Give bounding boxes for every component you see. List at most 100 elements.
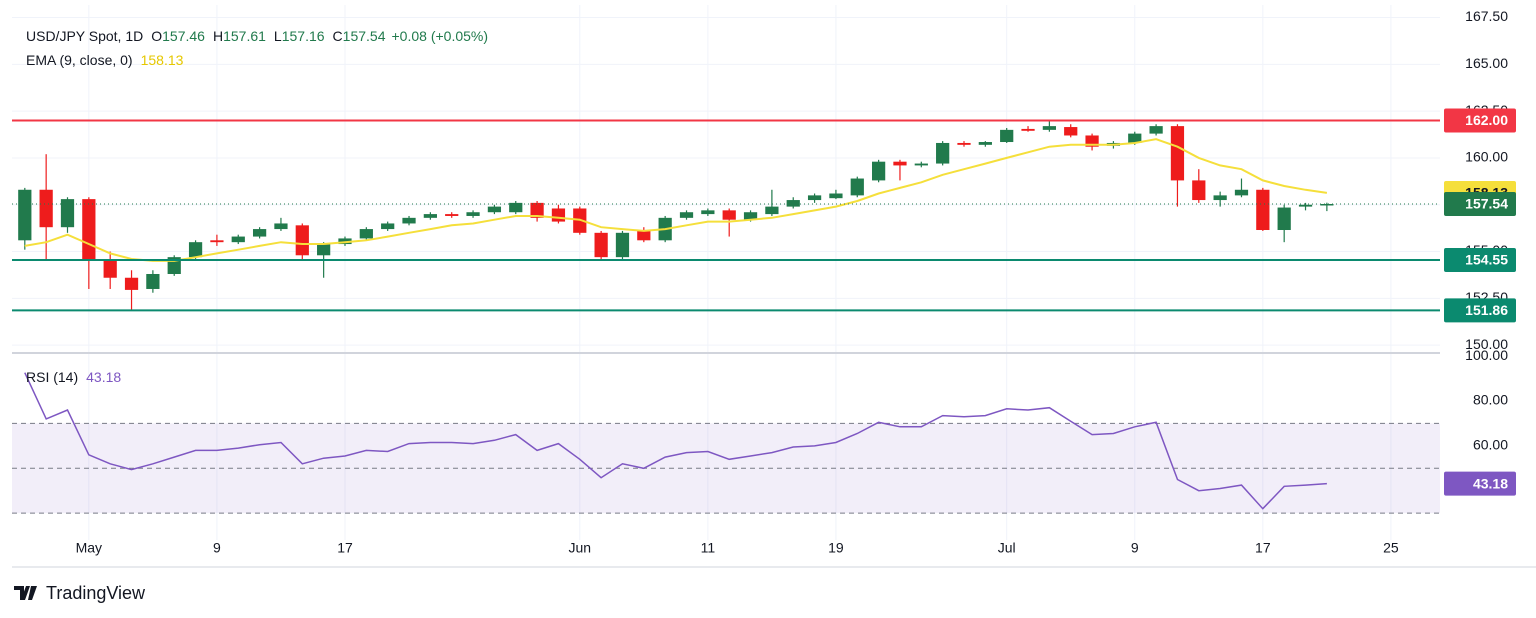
x-tick-label: 9	[213, 540, 221, 556]
candle-body	[124, 277, 139, 290]
ema-line	[24, 138, 1328, 262]
candle-body	[1234, 189, 1249, 196]
candle-body	[210, 240, 224, 243]
candle-body	[637, 230, 651, 241]
candle-body	[1298, 204, 1313, 207]
x-tick-label: May	[76, 540, 102, 556]
candle-body	[872, 161, 886, 181]
price-tag	[1444, 298, 1516, 323]
candle-body	[252, 229, 267, 237]
candle-body	[82, 199, 96, 260]
candle-body	[359, 229, 373, 239]
candle-body	[1277, 207, 1291, 231]
x-tick-label: 11	[701, 540, 716, 556]
candle-body	[231, 236, 245, 243]
y-tick-label: 165.00	[1465, 55, 1508, 71]
price-tag	[1444, 471, 1516, 496]
candle-body	[978, 142, 992, 145]
x-tick-label: 9	[1131, 540, 1139, 556]
candle-body	[1042, 126, 1056, 130]
brand: TradingView	[46, 583, 146, 603]
candle-body	[807, 195, 822, 201]
candle-body	[445, 214, 459, 216]
candle-body	[850, 178, 864, 196]
ui: May917Jun1119Jul91725150.00152.50155.001…	[26, 8, 1516, 556]
candle-body	[466, 212, 480, 216]
candle-body	[594, 232, 608, 258]
candle-body	[679, 212, 694, 218]
candle-body	[295, 225, 309, 256]
candle-body	[1128, 133, 1142, 143]
x-tick-label: 19	[828, 540, 844, 556]
rsi-value: 43.18	[86, 369, 121, 385]
price-tag-label: 151.86	[1465, 302, 1508, 318]
price-tag-label: 43.18	[1473, 475, 1508, 491]
candle-body	[18, 189, 32, 241]
candle-body	[701, 210, 715, 215]
candle-body	[1064, 127, 1078, 136]
candle-body	[722, 210, 736, 220]
x-tick-label: Jun	[568, 540, 591, 556]
y-tick-label: 100.00	[1465, 347, 1508, 363]
candle-body	[1000, 129, 1014, 143]
ohlc-value: 157.61	[223, 28, 266, 44]
candle-body	[551, 208, 566, 222]
candle-body	[317, 244, 331, 256]
candle-body	[893, 161, 907, 166]
candle-body	[1256, 189, 1270, 231]
price-tag-label: 157.54	[1465, 196, 1508, 212]
candle-body	[1021, 128, 1035, 131]
indicator-legend: EMA (9, close, 0) 158.13	[26, 52, 184, 68]
y-tick-label: 167.50	[1465, 8, 1508, 24]
candle-body	[743, 212, 758, 220]
plot	[12, 119, 1440, 510]
symbol: USD/JPY Spot, 1D	[26, 28, 143, 44]
grid	[12, 5, 1440, 540]
price-tag	[1444, 108, 1516, 133]
indicator-name: EMA (9, close, 0)	[26, 52, 133, 68]
candle-body	[103, 259, 117, 278]
rsi-line	[24, 372, 1327, 510]
candle-body	[1213, 195, 1227, 201]
candle-body	[60, 199, 75, 228]
ohlc-key: L	[274, 28, 282, 44]
x-tick-label: Jul	[998, 540, 1016, 556]
y-tick-label: 160.00	[1465, 149, 1508, 165]
price-tag-label: 154.55	[1465, 252, 1508, 268]
logo-icon	[14, 586, 37, 600]
symbol-legend: USD/JPY Spot, 1D O157.46 H157.61 L157.16 C15…	[26, 28, 488, 44]
candle-body	[1149, 126, 1163, 134]
candle-body	[381, 223, 395, 230]
ohlc-key: C	[333, 28, 343, 44]
ohlc-value: 157.54	[343, 28, 386, 44]
price-tag	[1444, 247, 1516, 272]
candle-body	[487, 206, 502, 213]
candle-body	[829, 193, 843, 199]
change: +0.08 (+0.05%)	[392, 28, 489, 44]
rsi-name: RSI (14)	[26, 369, 78, 385]
y-tick-label: 80.00	[1473, 392, 1508, 408]
y-tick-label: 60.00	[1473, 437, 1508, 453]
x-tick-label: 17	[1255, 540, 1271, 556]
indicator-value: 158.13	[141, 52, 184, 68]
candle-body	[188, 242, 203, 258]
candle-body	[936, 142, 950, 164]
candle-body	[39, 189, 53, 228]
rsi-legend: RSI (14) 43.18	[26, 369, 121, 385]
price-tag-label: 162.00	[1465, 112, 1508, 128]
x-tick-label: 25	[1383, 540, 1399, 556]
x-tick-label: 17	[337, 540, 353, 556]
candle-body	[423, 214, 437, 218]
ohlc-key: H	[213, 28, 223, 44]
candle-body	[509, 202, 523, 213]
candle-body	[957, 142, 971, 145]
candle-body	[1170, 126, 1185, 181]
candle-body	[146, 273, 160, 289]
candle-body	[615, 232, 630, 258]
ohlc-key: O	[151, 28, 162, 44]
candle-body	[1085, 135, 1099, 147]
candle-body	[765, 206, 779, 215]
candle-body	[786, 200, 800, 207]
